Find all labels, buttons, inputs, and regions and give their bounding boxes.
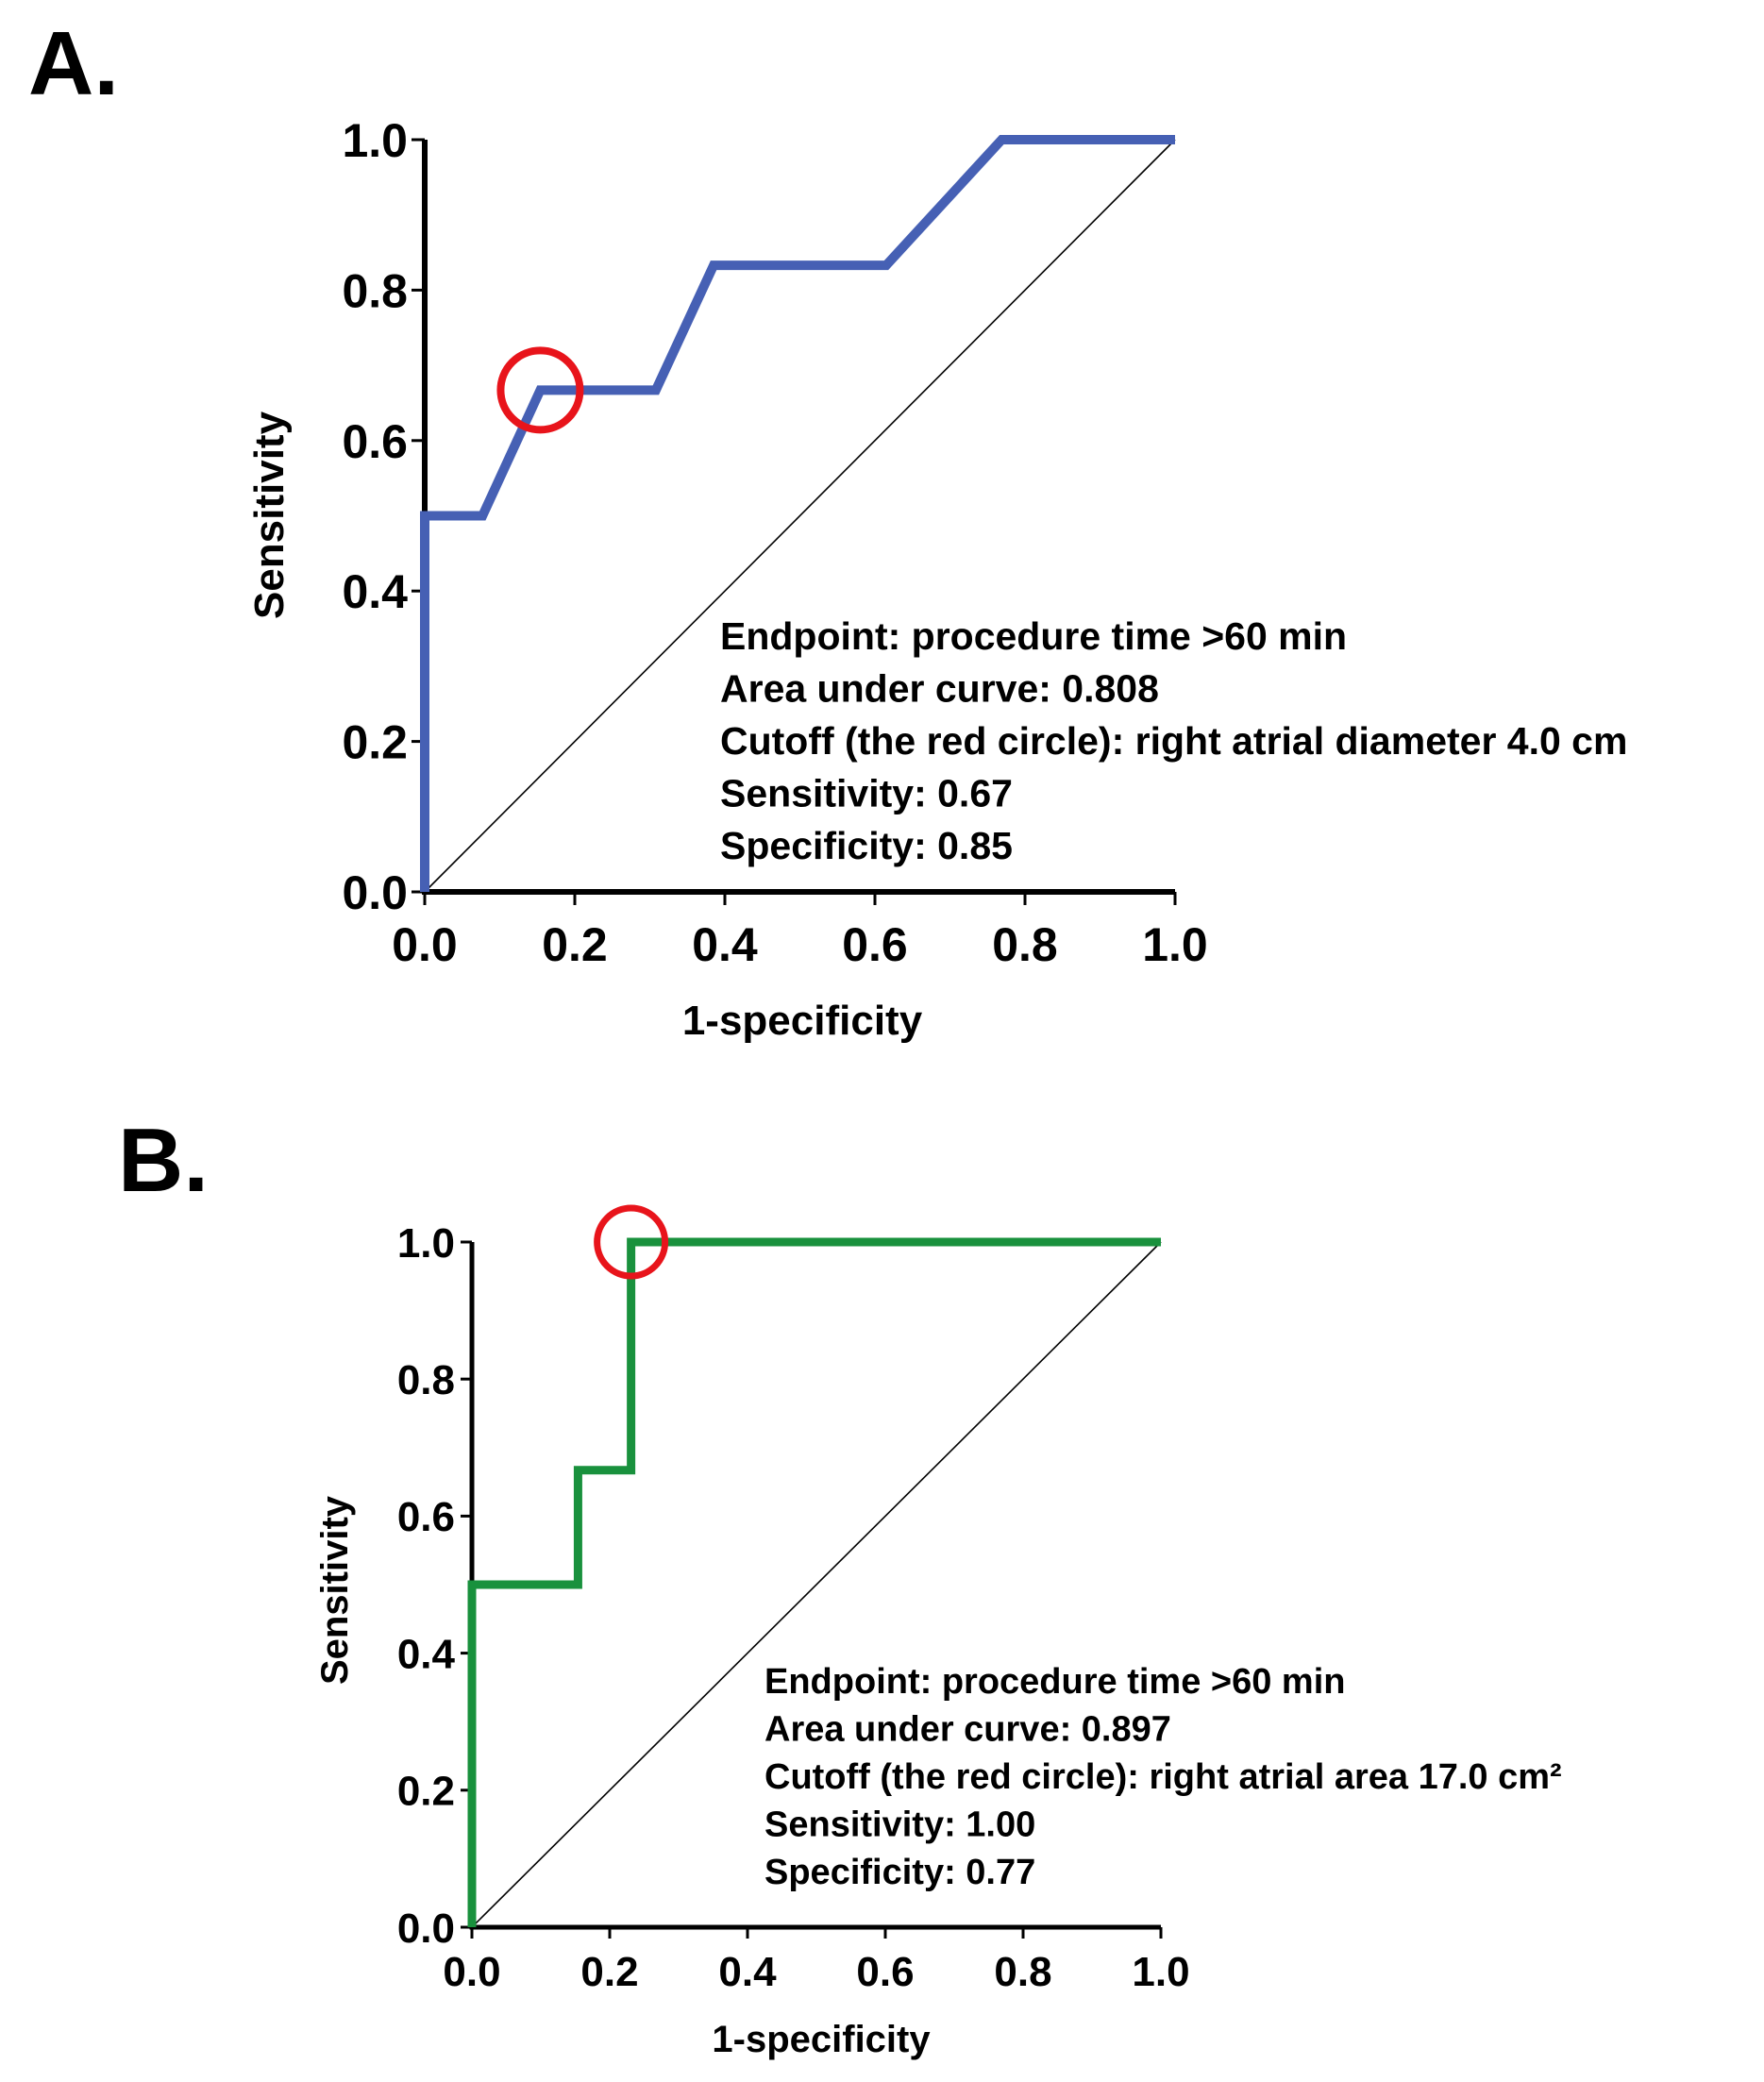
x-tick-label: 0.2 — [580, 1949, 638, 1995]
annotation-line: Area under curve: 0.897 — [764, 1710, 1171, 1750]
roc-curve-line — [420, 135, 1175, 892]
x-tick-label: 0.8 — [992, 918, 1058, 971]
y-axis-title: Sensitivity — [314, 1495, 356, 1685]
y-tick-label: 0.2 — [397, 1769, 455, 1815]
annotation-line: Cutoff (the red circle): right atrial di… — [720, 719, 1627, 763]
x-tick-label: 0.8 — [994, 1949, 1051, 1995]
cutoff-circle — [496, 346, 584, 434]
y-tick-label: 0.0 — [342, 866, 408, 919]
panel-a-chart: A. 0.0 0.2 0.4 0.6 0.8 1.0 0.0 0.2 0.4 0.6 0.8 1.0 1-… — [28, 13, 1627, 1044]
reference-line — [424, 139, 1176, 893]
y-tick-label: 0.8 — [342, 264, 408, 317]
y-tick-label: 0.2 — [342, 716, 408, 769]
annotation-line: Specificity: 0.85 — [720, 824, 1013, 867]
annotation-line: Area under curve: 0.808 — [720, 667, 1159, 711]
x-axis-title: 1-specificity — [712, 2019, 931, 2060]
x-tick-label: 0.4 — [692, 918, 758, 971]
x-tick-label: 0.4 — [718, 1949, 777, 1995]
x-tick-label: 0.6 — [856, 1949, 914, 1995]
x-tick-label: 0.0 — [443, 1949, 500, 1995]
y-tick-label: 0.4 — [397, 1631, 456, 1677]
y-tick-label: 0.6 — [397, 1494, 455, 1540]
x-tick-label: 0.2 — [542, 918, 608, 971]
reference-line — [471, 1241, 1162, 1928]
annotation-line: Sensitivity: 0.67 — [720, 772, 1013, 815]
roc-curve-line — [467, 1237, 1161, 1927]
panel-label: B. — [118, 1110, 209, 1211]
annotation-line: Cutoff (the red circle): right atrial ar… — [764, 1757, 1562, 1797]
panel-b-chart: B. 0.0 0.2 0.4 0.6 0.8 1.0 0.0 0.2 0.4 0.6 0.8 1.0 1-… — [118, 1110, 1562, 2060]
y-tick-label: 1.0 — [397, 1220, 455, 1267]
x-tick-label: 1.0 — [1142, 918, 1208, 971]
y-tick-label: 0.4 — [342, 565, 408, 618]
x-axis-title: 1-specificity — [682, 998, 923, 1044]
y-tick-label: 0.8 — [397, 1357, 455, 1403]
y-axis-title: Sensitivity — [246, 411, 293, 619]
cutoff-circle — [594, 1204, 669, 1280]
y-tick-label: 0.6 — [342, 415, 408, 468]
panel-label: A. — [28, 13, 119, 114]
annotation-line: Sensitivity: 1.00 — [764, 1805, 1035, 1845]
y-tick-label: 0.0 — [397, 1906, 455, 1952]
annotation-line: Endpoint: procedure time >60 min — [720, 614, 1347, 658]
x-tick-label: 0.0 — [392, 918, 458, 971]
x-tick-label: 1.0 — [1132, 1949, 1189, 1995]
y-tick-label: 1.0 — [342, 114, 408, 167]
annotation-line: Endpoint: procedure time >60 min — [764, 1662, 1345, 1702]
x-tick-label: 0.6 — [842, 918, 908, 971]
annotation-line: Specificity: 0.77 — [764, 1853, 1035, 1892]
